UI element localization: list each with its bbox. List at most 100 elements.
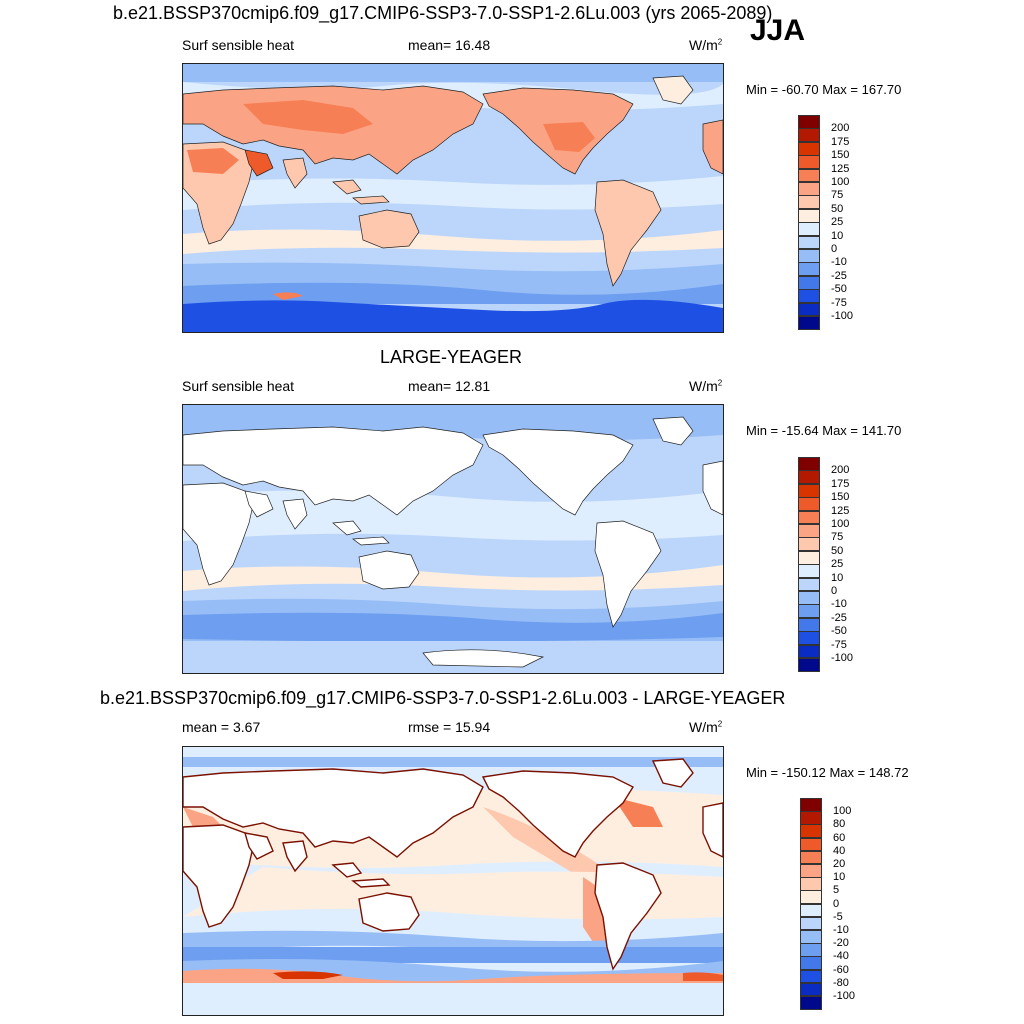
colorbar-label: 75 bbox=[831, 531, 844, 544]
colorbar-swatch bbox=[798, 141, 820, 156]
colorbar-swatch bbox=[800, 837, 822, 852]
colorbar-swatch bbox=[800, 943, 822, 957]
colorbar-label: 75 bbox=[831, 189, 844, 202]
panel2-variable-label: Surf sensible heat bbox=[182, 378, 295, 394]
panel1-mean-label: mean= 16.48 bbox=[408, 37, 491, 53]
panel1-title: b.e21.BSSP370cmip6.f09_g17.CMIP6-SSP3-7.… bbox=[113, 3, 773, 23]
panel2-title: LARGE-YEAGER bbox=[380, 347, 523, 367]
colorbar-swatch bbox=[800, 798, 822, 812]
colorbar-swatch bbox=[798, 208, 820, 223]
panel2-map bbox=[182, 404, 724, 674]
colorbar-swatch bbox=[800, 930, 822, 944]
colorbar-swatch bbox=[798, 564, 820, 579]
colorbar-label: 175 bbox=[831, 477, 850, 490]
colorbar-swatch bbox=[798, 497, 820, 512]
colorbar-swatch bbox=[798, 128, 820, 143]
colorbar-swatch bbox=[798, 262, 820, 277]
colorbar-label: -10 bbox=[831, 598, 847, 611]
colorbar-swatch bbox=[798, 457, 820, 471]
colorbar-label: -60 bbox=[833, 963, 849, 976]
panel2-units: W/m2 bbox=[689, 378, 723, 394]
colorbar-label: 100 bbox=[831, 176, 850, 188]
colorbar-swatch bbox=[798, 195, 820, 210]
panel2-minmax: Min = -15.64 Max = 141.70 bbox=[746, 423, 902, 438]
colorbar-label: -80 bbox=[833, 976, 849, 989]
colorbar-swatch bbox=[798, 550, 820, 565]
colorbar-swatch bbox=[800, 956, 822, 971]
colorbar-label: 100 bbox=[833, 805, 852, 818]
colorbar-label: -5 bbox=[833, 910, 843, 923]
panel1-minmax: Min = -60.70 Max = 167.70 bbox=[746, 82, 902, 97]
colorbar-label: -10 bbox=[831, 256, 847, 269]
colorbar-label: 5 bbox=[833, 884, 840, 897]
colorbar-label: 125 bbox=[831, 504, 850, 517]
colorbar-swatch bbox=[798, 604, 820, 619]
colorbar-swatch bbox=[798, 631, 820, 646]
colorbar-swatch bbox=[798, 510, 820, 525]
colorbar-swatch bbox=[800, 824, 822, 839]
colorbar-swatch bbox=[798, 470, 820, 485]
colorbar-label: 10 bbox=[831, 571, 844, 584]
colorbar-label: 25 bbox=[831, 216, 844, 229]
colorbar-label: 200 bbox=[831, 122, 850, 135]
colorbar-swatch bbox=[798, 235, 820, 250]
colorbar-label: 150 bbox=[831, 149, 850, 162]
colorbar-swatch bbox=[800, 982, 822, 997]
colorbar-swatch bbox=[798, 302, 820, 317]
colorbar-label: -100 bbox=[833, 990, 856, 1002]
colorbar-swatch bbox=[798, 249, 820, 263]
colorbar-swatch bbox=[798, 591, 820, 605]
colorbar-label: 10 bbox=[833, 871, 846, 884]
colorbar-label: -20 bbox=[833, 937, 849, 950]
panel1-variable-label: Surf sensible heat bbox=[182, 37, 295, 53]
colorbar-swatch bbox=[798, 155, 820, 170]
season-label: JJA bbox=[750, 14, 806, 47]
panel3-minmax: Min = -150.12 Max = 148.72 bbox=[746, 765, 909, 780]
colorbar-swatch bbox=[798, 222, 820, 237]
colorbar-label: -25 bbox=[831, 611, 847, 624]
colorbar-label: 175 bbox=[831, 135, 850, 148]
colorbar-label: 80 bbox=[833, 818, 846, 831]
colorbar-label: 25 bbox=[831, 558, 844, 571]
colorbar-label: -50 bbox=[831, 283, 847, 296]
panel1-map bbox=[182, 63, 724, 333]
colorbar-swatch bbox=[800, 916, 822, 931]
colorbar-label: 10 bbox=[831, 229, 844, 242]
colorbar-swatch bbox=[800, 850, 822, 865]
colorbar-label: 0 bbox=[833, 897, 840, 910]
colorbar-label: -25 bbox=[831, 269, 847, 282]
colorbar-label: 150 bbox=[831, 491, 850, 504]
colorbar-swatch bbox=[800, 969, 822, 984]
colorbar-label: 0 bbox=[831, 243, 838, 255]
colorbar-label: 60 bbox=[833, 831, 846, 844]
colorbar-label: -100 bbox=[831, 310, 854, 322]
panel3-map bbox=[182, 746, 724, 1016]
colorbar-label: -50 bbox=[831, 625, 847, 638]
colorbar-swatch bbox=[800, 811, 822, 825]
colorbar-label: 50 bbox=[831, 202, 844, 215]
panel3-mean-label: mean = 3.67 bbox=[182, 719, 261, 735]
colorbar-label: 40 bbox=[833, 844, 846, 857]
panel3-units: W/m2 bbox=[689, 719, 723, 735]
panel3-title: b.e21.BSSP370cmip6.f09_g17.CMIP6-SSP3-7.… bbox=[100, 688, 786, 708]
colorbar-swatch bbox=[800, 903, 822, 918]
colorbar-swatch bbox=[798, 483, 820, 498]
colorbar-swatch bbox=[798, 115, 820, 129]
colorbar-label: -10 bbox=[833, 924, 849, 936]
colorbar-swatch bbox=[798, 168, 820, 183]
colorbar-label: 125 bbox=[831, 162, 850, 175]
panel1-units: W/m2 bbox=[689, 37, 723, 53]
colorbar-swatch bbox=[798, 524, 820, 538]
colorbar-label: -75 bbox=[831, 638, 847, 651]
colorbar-swatch bbox=[798, 577, 820, 592]
colorbar-swatch bbox=[798, 316, 820, 330]
colorbar-swatch bbox=[800, 996, 822, 1010]
colorbar-swatch bbox=[798, 275, 820, 290]
colorbar-label: 20 bbox=[833, 858, 846, 870]
colorbar-swatch bbox=[798, 617, 820, 632]
colorbar-swatch bbox=[798, 289, 820, 304]
colorbar-label: 200 bbox=[831, 464, 850, 477]
colorbar-swatch bbox=[800, 864, 822, 878]
panel3-rmse-label: rmse = 15.94 bbox=[408, 719, 491, 735]
colorbar-label: -75 bbox=[831, 296, 847, 309]
